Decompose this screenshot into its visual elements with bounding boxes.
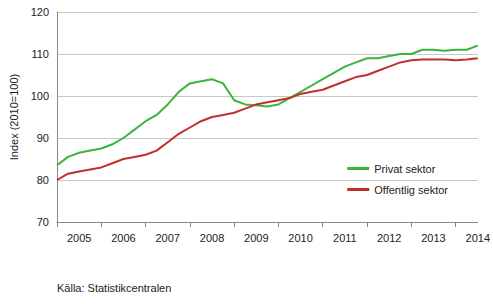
svg-text:120: 120 — [31, 6, 49, 18]
svg-text:2012: 2012 — [377, 232, 401, 244]
svg-text:Privat sektor: Privat sektor — [374, 163, 435, 175]
svg-text:100: 100 — [31, 90, 49, 102]
svg-text:80: 80 — [37, 174, 49, 186]
svg-text:70: 70 — [37, 216, 49, 228]
svg-text:2010: 2010 — [288, 232, 312, 244]
svg-text:Index (2010=100): Index (2010=100) — [8, 74, 20, 161]
svg-text:2006: 2006 — [111, 232, 135, 244]
svg-text:Offentlig sektor: Offentlig sektor — [374, 184, 448, 196]
svg-text:2005: 2005 — [67, 232, 91, 244]
svg-text:2009: 2009 — [244, 232, 268, 244]
svg-text:2008: 2008 — [200, 232, 224, 244]
svg-text:2014: 2014 — [466, 232, 490, 244]
svg-text:2013: 2013 — [421, 232, 445, 244]
svg-text:2011: 2011 — [333, 232, 357, 244]
svg-text:90: 90 — [37, 132, 49, 144]
svg-text:Källa: Statistikcentralen: Källa: Statistikcentralen — [57, 282, 171, 294]
svg-text:110: 110 — [31, 48, 49, 60]
svg-text:2007: 2007 — [155, 232, 179, 244]
